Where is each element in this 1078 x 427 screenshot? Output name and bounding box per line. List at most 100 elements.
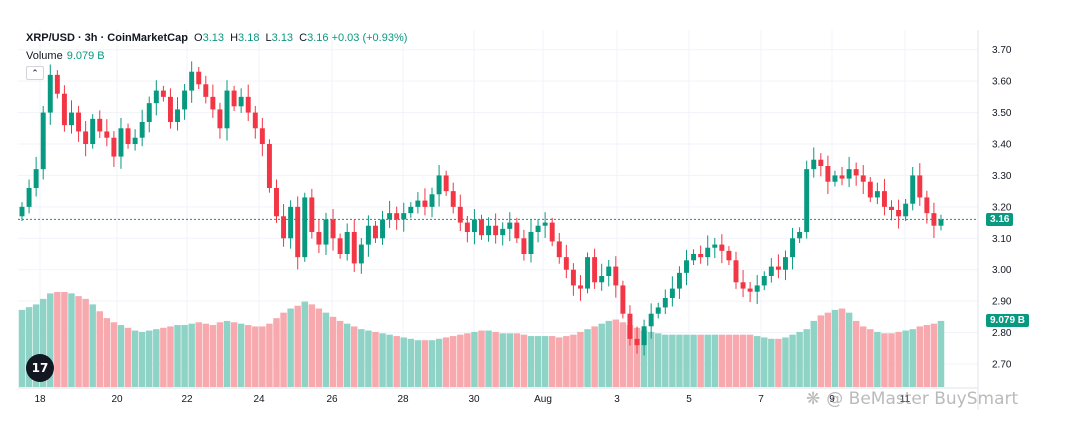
volume-bar [89, 304, 96, 387]
candle-body [69, 112, 74, 126]
volume-bar [358, 329, 365, 387]
volume-bar [266, 323, 273, 387]
candle-body [797, 232, 803, 239]
volume-bar [570, 334, 577, 387]
candle-body [910, 175, 916, 204]
candle-body [238, 96, 244, 107]
candle-body [486, 225, 492, 236]
volume-bar [471, 331, 478, 387]
candle-body [811, 159, 817, 170]
candle-body [846, 169, 852, 179]
volume-bar [916, 326, 924, 387]
candle-body [479, 219, 484, 236]
candle-body [316, 232, 322, 245]
candle-body [860, 175, 866, 182]
candle-body [889, 206, 894, 210]
volume-bar [909, 329, 916, 387]
candle-body [189, 71, 195, 91]
candle-body [457, 206, 463, 223]
volume-bar [662, 334, 669, 387]
volume-bar [174, 325, 181, 387]
volume-bar [195, 322, 202, 387]
candle-body [422, 200, 428, 207]
watermark: ❋ @ BeMaster BuySmart [806, 389, 1018, 409]
candle-body [408, 206, 414, 214]
volume-bar [541, 336, 549, 387]
volume-bar [563, 336, 570, 387]
volume-bar [230, 322, 238, 387]
volume-bar [329, 316, 337, 387]
x-tick-label: 3 [614, 394, 620, 405]
volume-bar [831, 309, 839, 387]
volume-bar [160, 327, 167, 387]
x-tick-label: 28 [397, 394, 409, 405]
candle-body [733, 260, 739, 283]
candle-body [747, 288, 753, 292]
y-tick-label: 2.90 [992, 297, 1012, 308]
volume-bar [96, 311, 103, 387]
volume-bar [789, 334, 796, 387]
volume-bar [244, 325, 252, 387]
candle-body [54, 74, 60, 94]
candle-body [754, 285, 760, 292]
volume-bar [259, 326, 266, 387]
volume-bar [294, 305, 301, 387]
x-tick-label: 20 [111, 394, 123, 405]
volume-bar [442, 337, 450, 387]
candle-body [337, 238, 343, 254]
candle-body [443, 175, 449, 192]
candle-body [401, 213, 407, 220]
volume-bar [54, 292, 61, 387]
volume-bar [181, 325, 188, 387]
volume-bar [464, 333, 471, 387]
collapse-legend-button[interactable]: ⌃ [26, 66, 44, 80]
volume-bar [492, 331, 499, 387]
volume-bar [732, 334, 740, 387]
candle-body [210, 96, 216, 110]
candle-body [684, 260, 689, 273]
candle-body [40, 112, 46, 170]
open-label: O [194, 32, 203, 44]
candle-body [556, 241, 562, 258]
candle-body [309, 197, 315, 232]
candle-body [295, 206, 301, 258]
candle-body [97, 118, 103, 132]
volume-bar [591, 326, 598, 387]
volume-bar [485, 330, 492, 387]
volume-bar [817, 315, 825, 387]
volume-bar [534, 336, 542, 387]
candle-body [139, 122, 145, 138]
volume-bar [626, 325, 634, 387]
candle-body [514, 222, 520, 239]
volume-bar [68, 293, 75, 387]
candle-body [634, 338, 640, 346]
candle-body [83, 131, 89, 144]
tradingview-logo[interactable]: 17 [26, 354, 54, 382]
candle-body [620, 285, 626, 314]
candle-body [705, 247, 711, 258]
volume-bar [654, 333, 662, 387]
current-volume-tag: 9.079 B [986, 314, 1030, 328]
candle-body [132, 137, 138, 144]
volume-bar [287, 308, 294, 387]
volume-bar [513, 333, 521, 387]
volume-bar [775, 338, 782, 387]
volume-bar [428, 340, 436, 387]
candle-body [76, 112, 82, 132]
symbol-title[interactable]: XRP/USD · 3h · CoinMarketCap [26, 32, 188, 44]
candle-body [429, 194, 435, 207]
volume-bar [315, 308, 323, 387]
candle-body [896, 210, 902, 217]
volume-bar [852, 320, 860, 387]
candle-body [344, 232, 350, 254]
volume-label[interactable]: Volume [26, 50, 63, 62]
candle-body [19, 206, 25, 217]
x-tick-label: 9 [829, 394, 835, 405]
candle-body [832, 175, 838, 182]
candle-body [500, 228, 506, 236]
high-label: H [230, 32, 239, 44]
change-value: +0.03 (+0.93%) [331, 32, 408, 44]
volume-bar [619, 322, 627, 387]
